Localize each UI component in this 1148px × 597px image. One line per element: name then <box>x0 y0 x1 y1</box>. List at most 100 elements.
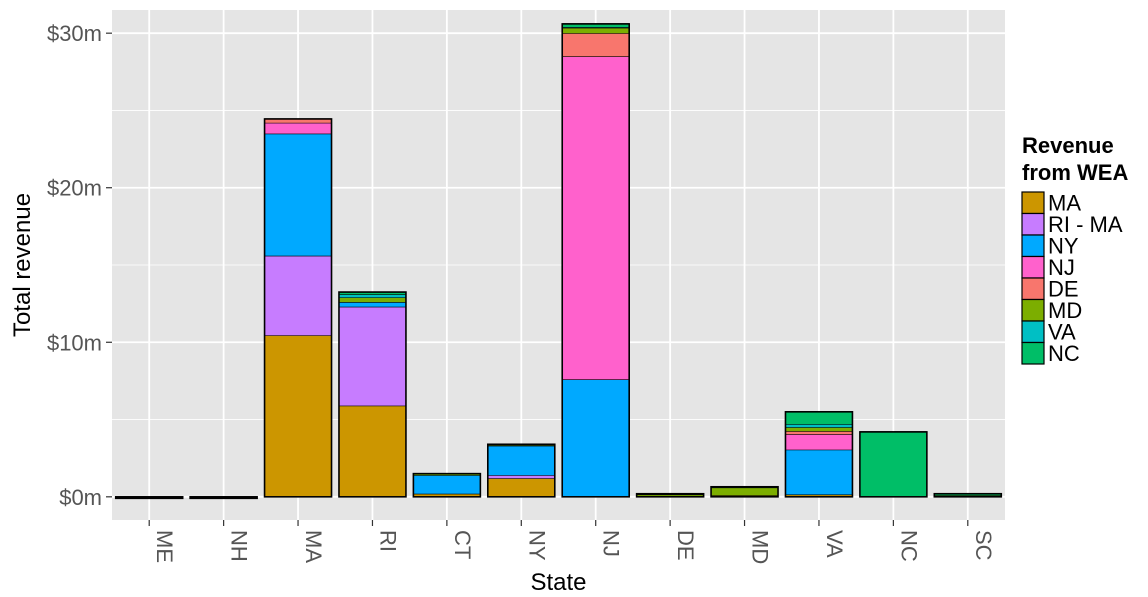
x-tick-label: NJ <box>599 530 624 557</box>
legend-key <box>1021 191 1045 215</box>
bar-segment-ma-de <box>264 118 332 123</box>
bar-outline-ma <box>263 118 333 498</box>
bar-outline-nc <box>859 431 928 498</box>
bar-segment-ny-ma <box>487 478 555 497</box>
bar-stack-de <box>635 492 705 498</box>
bar-segment-de-md <box>636 494 704 497</box>
bar-stack-nh <box>189 496 258 500</box>
x-tick-label: NY <box>524 530 549 561</box>
bar-outline-va <box>784 411 854 498</box>
bar-segment-ma-ny <box>264 133 332 256</box>
legend-key <box>1021 277 1045 301</box>
bar-outline-de <box>635 492 705 498</box>
bar-segment-ri-va <box>338 294 406 298</box>
bar-outline-sc <box>933 492 1003 498</box>
y-axis-title: Total revenue <box>9 193 36 337</box>
legend-label: MD <box>1048 298 1082 323</box>
legend-item-de: DE <box>1021 277 1079 302</box>
bar-segment-nc-nc <box>859 431 927 497</box>
bar-segment-nj-ny <box>562 379 630 497</box>
x-tick-label: VA <box>822 530 847 558</box>
bar-segment-va-nj <box>785 434 853 450</box>
legend-label: NJ <box>1048 255 1075 280</box>
bar-segment-va-nc <box>785 411 853 425</box>
legend-label: NY <box>1048 234 1079 259</box>
legend-key <box>1021 298 1045 322</box>
bar-stack-ma <box>263 118 333 498</box>
bar-stack-ct <box>412 472 482 498</box>
bar-stack-md <box>710 485 779 498</box>
legend-item-ri-ma: RI - MA <box>1021 212 1123 237</box>
legend-item-nc: NC <box>1021 341 1080 366</box>
y-tick-label: $30m <box>47 21 102 46</box>
bar-segment-ct-ma <box>413 493 481 497</box>
bar-segment-va-va <box>785 424 853 428</box>
x-axis: ME NH MA RI CT NY NJ DE MD VA NC SC <box>148 520 996 564</box>
bar-outline-ny <box>487 443 556 498</box>
bar-segment-va-ma <box>785 494 853 497</box>
bar-outline-md <box>710 485 779 498</box>
x-tick-label: NH <box>227 530 252 562</box>
bar-segment-va-de <box>785 431 853 435</box>
bar-segment-ri-ma <box>338 405 406 497</box>
y-tick-label: $20m <box>47 176 102 201</box>
bar-segment-ct-ny <box>413 475 481 494</box>
bar-stack-nj <box>561 23 630 498</box>
bar-segment-ny-ri-ma <box>487 475 555 479</box>
bar-segment-nj-nj <box>562 56 630 380</box>
bar-segment-ma-nj <box>264 122 332 134</box>
legend-key <box>1021 234 1045 258</box>
legend-label: MA <box>1048 191 1081 216</box>
x-tick-label: RI <box>375 530 400 552</box>
bar-outline-me <box>114 496 184 500</box>
x-tick-label: MA <box>301 530 326 563</box>
bar-segment-ri-ny <box>338 302 406 307</box>
legend-label: RI - MA <box>1048 212 1123 237</box>
bar-stacks <box>114 23 1003 500</box>
bar-segment-nj-md <box>562 27 630 34</box>
x-axis-title: State <box>530 569 586 596</box>
bar-segment-md-md <box>711 487 779 496</box>
legend-label: VA <box>1048 320 1076 345</box>
legend-item-ny: NY <box>1021 234 1079 259</box>
bar-segment-ri-nc <box>338 292 406 295</box>
legend-item-nj: NJ <box>1021 255 1075 280</box>
bar-segment-ny-ny <box>487 445 555 476</box>
bar-segment-ri-ri-ma <box>338 306 406 406</box>
bar-stack-me <box>114 496 184 500</box>
bar-stack-va <box>784 411 854 498</box>
x-tick-label: CT <box>450 530 475 559</box>
legend-item-ma: MA <box>1021 191 1081 216</box>
bar-stack-ny <box>487 443 556 498</box>
x-tick-label: MD <box>748 530 773 564</box>
bar-segment-nj-nc <box>562 23 630 27</box>
bar-outline-nj <box>561 23 630 498</box>
y-tick-label: $0m <box>59 485 102 510</box>
bar-outline-ct <box>412 472 482 498</box>
bar-outline-nh <box>189 496 258 500</box>
bar-stack-sc <box>933 492 1003 498</box>
minor-gridlines <box>112 110 1005 420</box>
y-axis: $0m $10m $20m $30m <box>47 21 112 510</box>
bar-segment-va-md <box>785 427 853 432</box>
legend-key <box>1021 255 1045 279</box>
legend-title-line-1: Revenue <box>1022 133 1114 158</box>
bar-segment-ma-ma <box>264 335 332 497</box>
legend-title-line-2: from WEA <box>1022 160 1128 185</box>
x-tick-label: NC <box>896 530 921 562</box>
legend-label: NC <box>1048 341 1080 366</box>
legend-key <box>1021 341 1045 365</box>
x-tick-label: SC <box>971 530 996 561</box>
legend-key <box>1021 320 1045 344</box>
bar-segment-ma-ri-ma <box>264 255 332 336</box>
x-tick-label: ME <box>152 530 177 563</box>
bar-segment-nj-de <box>562 33 630 57</box>
x-tick-label: DE <box>673 530 698 561</box>
y-tick-label: $10m <box>47 330 102 355</box>
legend-item-md: MD <box>1021 298 1082 323</box>
legend-key <box>1021 212 1045 236</box>
bar-stack-nc <box>859 431 928 498</box>
